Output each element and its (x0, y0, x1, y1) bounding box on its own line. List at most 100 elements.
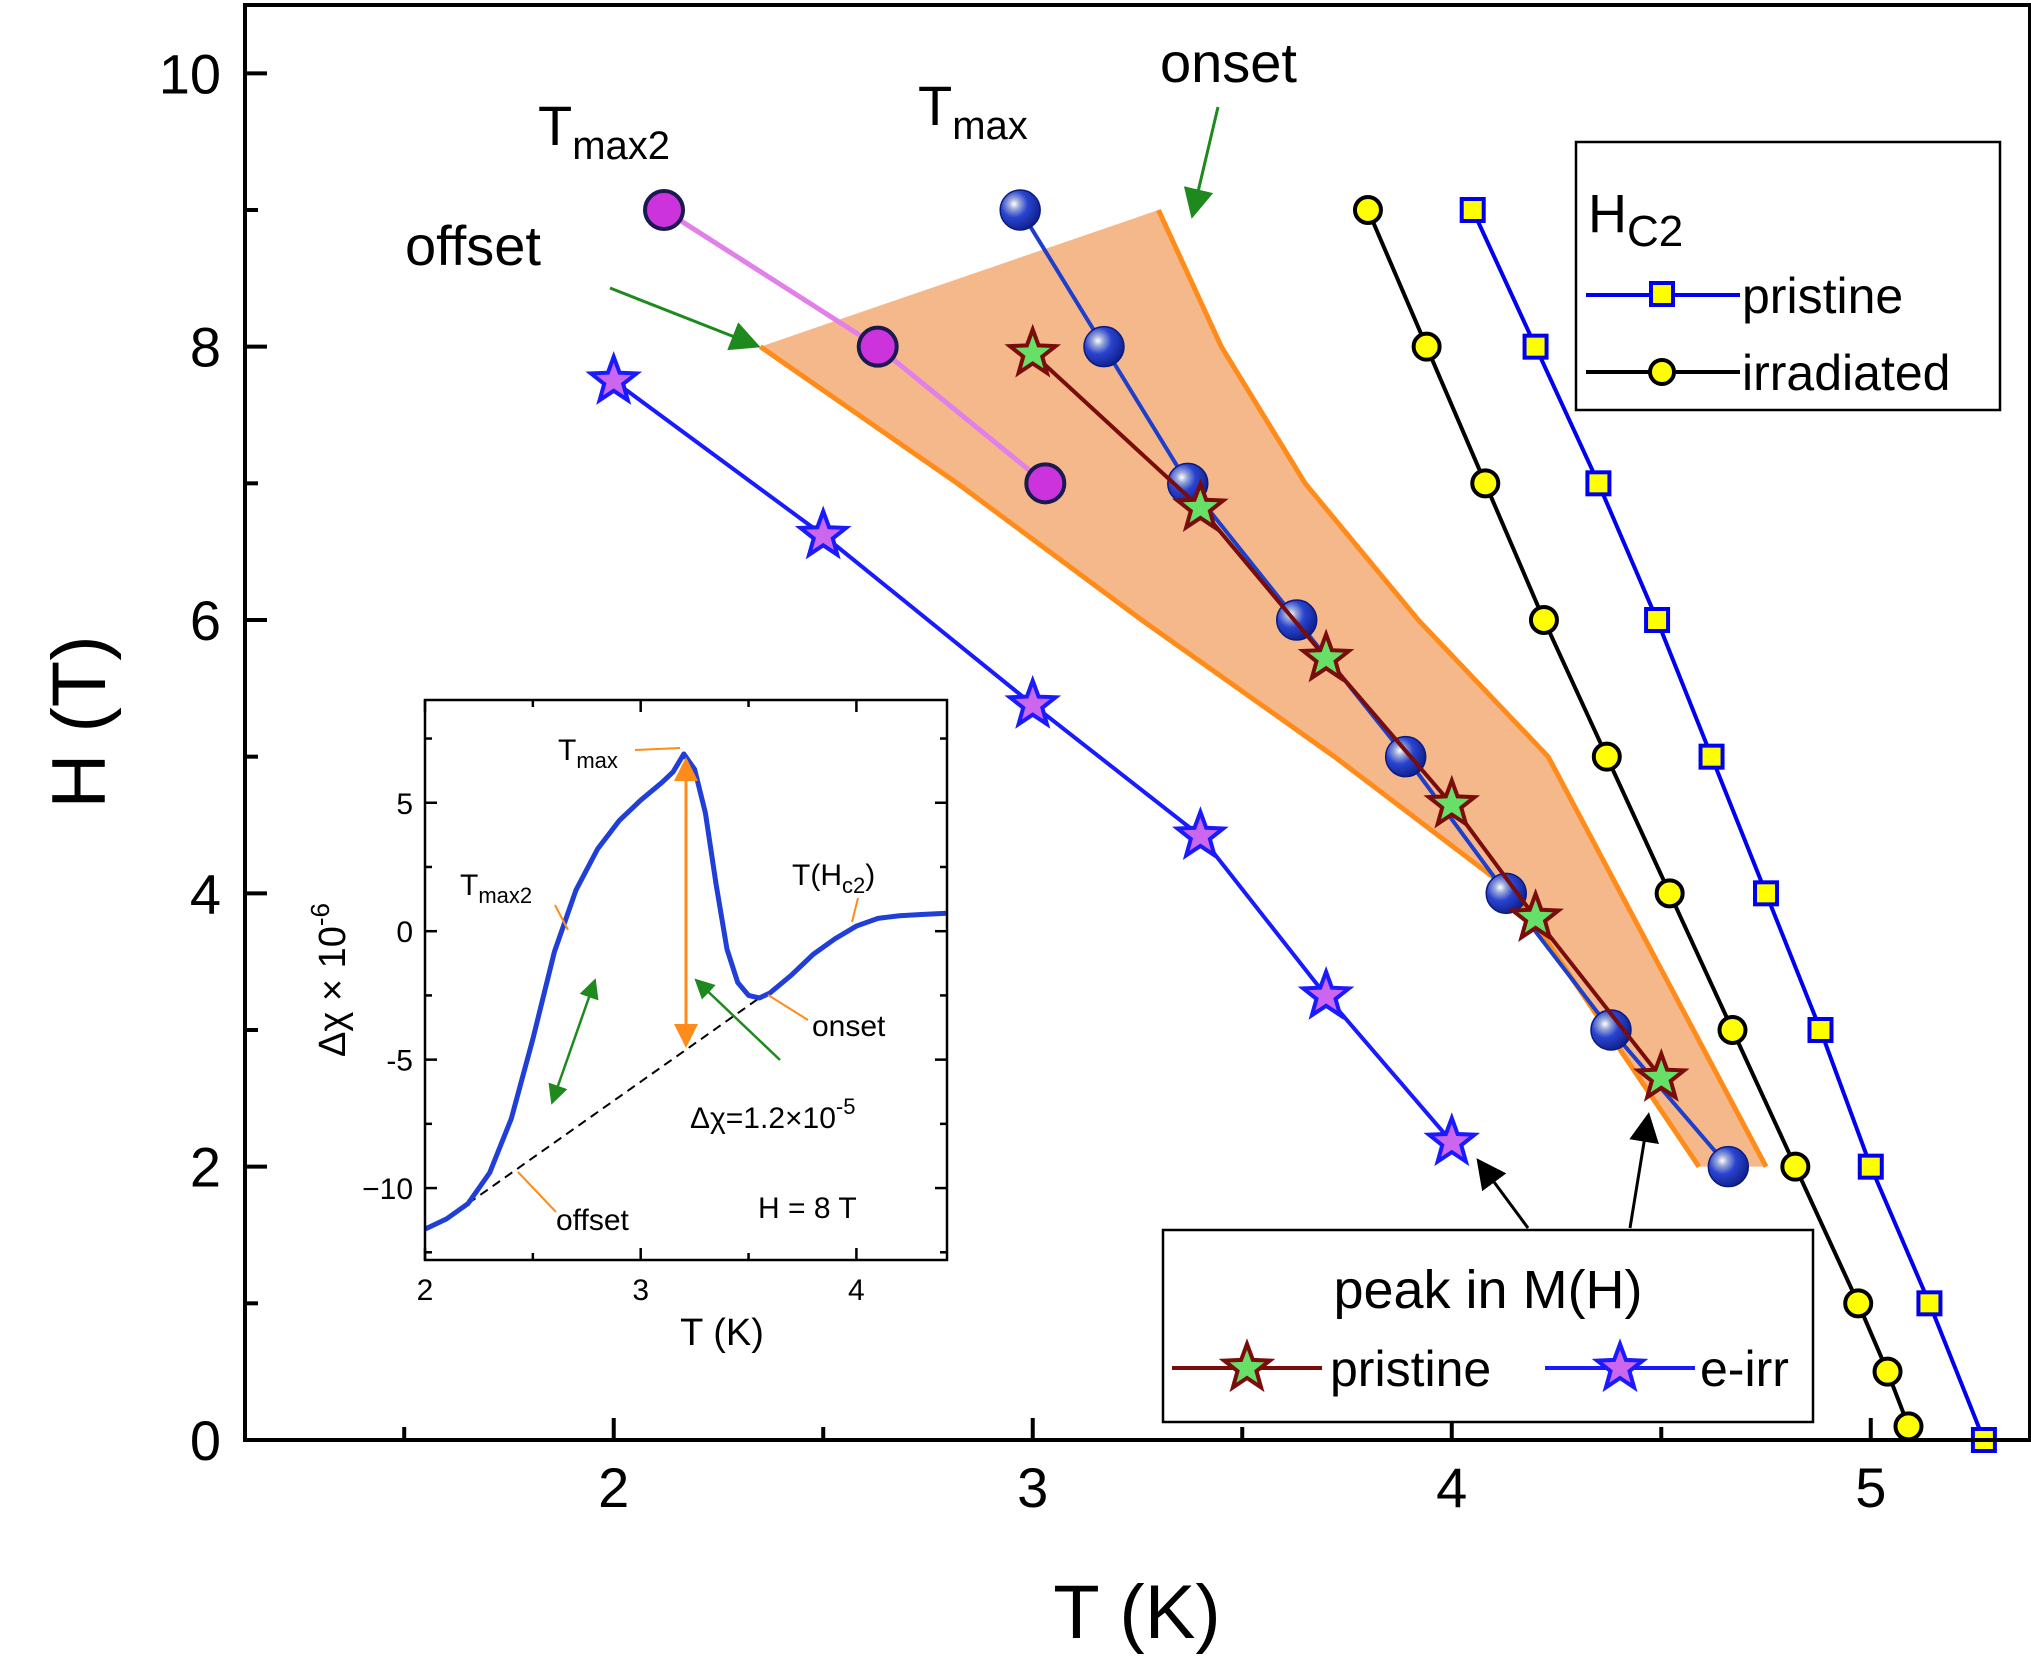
hc2-pristine-point (1459, 197, 1486, 223)
inset-thc2-leader (851, 897, 859, 923)
x-axis-title: T (K) (1053, 1570, 1220, 1655)
hc2-irradiated-point (1780, 1151, 1811, 1182)
series-tmax2 (643, 189, 1067, 505)
series-line (612, 379, 1454, 1144)
onset-line (1156, 208, 1769, 1168)
hc2-irradiated-point (1352, 195, 1383, 225)
hc2-irradiated-point (1843, 1288, 1874, 1319)
y-tick-label: 10 (159, 42, 221, 105)
tmax2-point (856, 325, 899, 368)
legend-peak-eirr-label: e-irr (1700, 1341, 1789, 1397)
offset-line (758, 344, 1702, 1169)
legend-hc2-irradiated-label: irradiated (1742, 345, 1950, 401)
star-point (1004, 323, 1062, 378)
tmax-point (1590, 1009, 1632, 1051)
star-point (1297, 628, 1355, 683)
hc2-pristine-point (1857, 1153, 1884, 1180)
x-tick-label: 3 (1017, 1456, 1048, 1519)
hc2-pristine-point (1807, 1017, 1834, 1043)
hc2-pristine-point (1916, 1290, 1943, 1317)
y-axis-title: H (T) (37, 635, 122, 808)
x-tick-label: 5 (1855, 1456, 1886, 1519)
peak-arrow-pristine (1628, 1112, 1659, 1229)
inset-chart: 2 3 4 5 0 -5 −10 T (K) Δχ × 10-6 Tmax Tmax2 T(… (305, 698, 949, 1354)
hc2-irradiated-point (1528, 605, 1559, 635)
inset-x-tick-label: 3 (632, 1274, 649, 1307)
tmax-point (1485, 872, 1527, 915)
inset-curve (423, 751, 948, 1232)
inset-slope-green-arrow (548, 978, 599, 1105)
legend-peak-box (1161, 1228, 1815, 1424)
hc2-irradiated-point (1591, 741, 1622, 772)
hc2-irradiated-point (1893, 1411, 1924, 1442)
hc2-irradiated-point (1411, 331, 1442, 362)
hc2-irradiated-point (1654, 878, 1685, 909)
y-tick-label: 4 (190, 862, 221, 925)
y-tick-label: 2 (190, 1136, 221, 1199)
y-tick-label: 8 (190, 316, 221, 379)
legend-hc2-box (1574, 140, 2002, 412)
legend-star-shape (1218, 1338, 1276, 1393)
inset-offset-label: offset (556, 1204, 629, 1237)
series-hc2-irradiated (1352, 195, 1924, 1442)
series-peak-in-m-h-pristine (1004, 323, 1690, 1102)
inset-y-tick-label: -5 (386, 1045, 413, 1078)
legend-hc2-pristine-label: pristine (1742, 268, 1903, 324)
tmax2-point (643, 189, 686, 231)
legend-hc2-pristine-square-icon (1649, 281, 1675, 307)
inset-tmax-label: Tmax (558, 734, 618, 773)
star-point (1423, 1112, 1481, 1167)
inset-x-tick-label: 2 (417, 1274, 434, 1307)
tmax2-point (1024, 462, 1067, 505)
star-point (1423, 774, 1481, 829)
inset-dchi-label: Δχ=1.2×10-5 (690, 1094, 855, 1135)
onset-arrow (1183, 106, 1220, 219)
legend-peak: peak in M(H) pristine e-irr (1161, 1228, 1815, 1424)
offset-label: offset (405, 214, 541, 277)
inset-tmax-leader (634, 747, 681, 751)
tmax-point (1083, 325, 1125, 368)
star-point (1297, 966, 1355, 1020)
inset-offset-leader (517, 1171, 557, 1213)
hc2-pristine-point (1698, 743, 1725, 770)
tmax-point (1707, 1145, 1750, 1188)
star-point (1172, 478, 1229, 532)
series-line (1470, 209, 1986, 1441)
hc2-pristine-point (1522, 333, 1549, 360)
main-axis-ticks: 2 3 4 5 0 2 4 6 8 10 (159, 42, 1887, 1519)
series-line (1031, 352, 1663, 1080)
band-fill (760, 210, 1767, 1167)
legend-peak-pristine-label: pristine (1330, 1341, 1491, 1397)
inset-series (423, 751, 948, 1232)
series-peak-in-m-h-e-irr (585, 351, 1481, 1167)
legend-peak-pristine-star-icon (1218, 1338, 1276, 1393)
tmax2-label: Tmax2 (538, 94, 670, 168)
onset-label: onset (1160, 31, 1297, 94)
star-point (794, 505, 852, 560)
plot-frame (243, 3, 2031, 1442)
star-point (585, 351, 643, 405)
hc2-irradiated-point (1872, 1356, 1903, 1387)
inset-x-tick-label: 4 (848, 1274, 865, 1307)
legend-hc2-title: HC2 (1588, 184, 1683, 256)
hc2-irradiated-point (1470, 468, 1501, 499)
legend-peak-eirr-star-icon (1591, 1338, 1649, 1393)
inset-onset-label: onset (812, 1010, 886, 1043)
peak-arrow-eirr (1476, 1158, 1530, 1229)
main-series (585, 189, 1997, 1453)
hc2-pristine-point (1753, 880, 1780, 907)
offset-arrow (609, 286, 761, 351)
legend-star-shape (1591, 1338, 1649, 1393)
star-point (1172, 806, 1229, 860)
inset-tmax2-leader (554, 904, 569, 931)
hc2-pristine-point (1644, 607, 1671, 633)
hc2-pristine-point (1585, 470, 1612, 497)
x-tick-label: 4 (1436, 1456, 1467, 1519)
legend-hc2: HC2 pristine irradiated (1574, 140, 2002, 412)
inset-y-tick-label: 0 (396, 916, 413, 949)
inset-y-tick-label: 5 (396, 788, 413, 821)
y-tick-label: 6 (190, 589, 221, 652)
hc2-irradiated-point (1717, 1015, 1748, 1045)
inset-y-axis-title: Δχ × 10-6 (305, 903, 354, 1057)
